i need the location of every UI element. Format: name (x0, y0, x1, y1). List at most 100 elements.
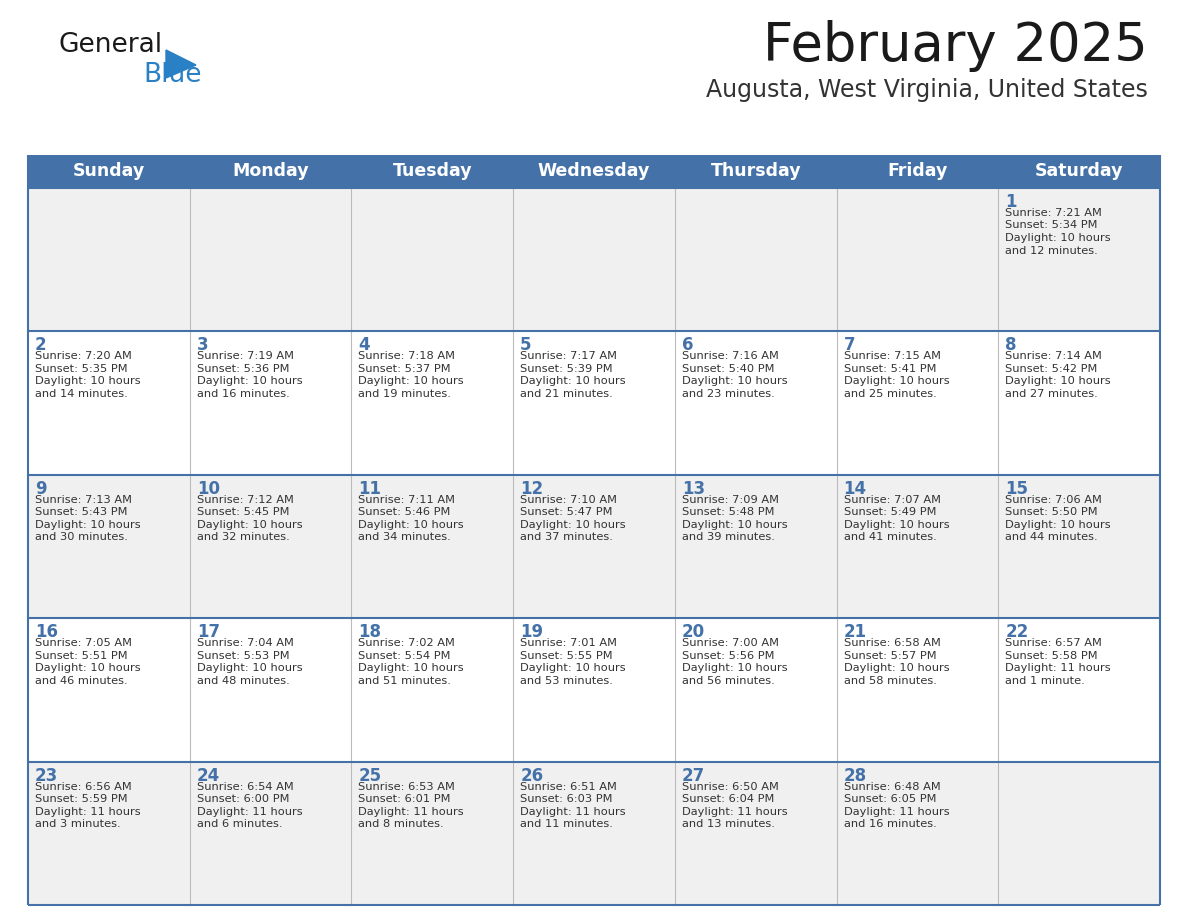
Text: Sunrise: 6:57 AM: Sunrise: 6:57 AM (1005, 638, 1102, 648)
Text: Sunrise: 6:58 AM: Sunrise: 6:58 AM (843, 638, 941, 648)
Text: and 56 minutes.: and 56 minutes. (682, 676, 775, 686)
Text: and 3 minutes.: and 3 minutes. (34, 819, 121, 829)
Text: Sunrise: 7:19 AM: Sunrise: 7:19 AM (197, 352, 293, 362)
Text: 23: 23 (34, 767, 58, 785)
Text: Daylight: 11 hours: Daylight: 11 hours (359, 807, 465, 817)
Text: Sunset: 5:35 PM: Sunset: 5:35 PM (34, 364, 127, 374)
Text: 2: 2 (34, 336, 46, 354)
Text: Sunset: 5:40 PM: Sunset: 5:40 PM (682, 364, 775, 374)
Text: Daylight: 10 hours: Daylight: 10 hours (1005, 376, 1111, 386)
Text: Daylight: 10 hours: Daylight: 10 hours (34, 663, 140, 673)
Text: 6: 6 (682, 336, 694, 354)
Text: Sunrise: 6:51 AM: Sunrise: 6:51 AM (520, 781, 617, 791)
Text: and 1 minute.: and 1 minute. (1005, 676, 1085, 686)
Text: Sunset: 5:49 PM: Sunset: 5:49 PM (843, 508, 936, 518)
Text: Daylight: 10 hours: Daylight: 10 hours (34, 520, 140, 530)
Text: and 39 minutes.: and 39 minutes. (682, 532, 775, 543)
Text: 25: 25 (359, 767, 381, 785)
Text: Daylight: 10 hours: Daylight: 10 hours (359, 663, 465, 673)
Text: and 32 minutes.: and 32 minutes. (197, 532, 290, 543)
Text: 12: 12 (520, 480, 543, 498)
Text: Daylight: 10 hours: Daylight: 10 hours (682, 376, 788, 386)
Text: Sunrise: 7:11 AM: Sunrise: 7:11 AM (359, 495, 455, 505)
Text: 5: 5 (520, 336, 532, 354)
Text: Augusta, West Virginia, United States: Augusta, West Virginia, United States (706, 78, 1148, 102)
Text: and 37 minutes.: and 37 minutes. (520, 532, 613, 543)
Text: Sunset: 5:41 PM: Sunset: 5:41 PM (843, 364, 936, 374)
Text: and 11 minutes.: and 11 minutes. (520, 819, 613, 829)
Text: 18: 18 (359, 623, 381, 641)
Text: and 30 minutes.: and 30 minutes. (34, 532, 128, 543)
Text: and 44 minutes.: and 44 minutes. (1005, 532, 1098, 543)
Text: Daylight: 10 hours: Daylight: 10 hours (843, 376, 949, 386)
Text: Sunset: 5:58 PM: Sunset: 5:58 PM (1005, 651, 1098, 661)
Text: 11: 11 (359, 480, 381, 498)
Text: Blue: Blue (143, 62, 202, 88)
Text: and 25 minutes.: and 25 minutes. (843, 389, 936, 399)
Text: 14: 14 (843, 480, 867, 498)
Text: Sunset: 5:37 PM: Sunset: 5:37 PM (359, 364, 451, 374)
Text: Sunrise: 7:15 AM: Sunrise: 7:15 AM (843, 352, 941, 362)
Text: Sunset: 5:36 PM: Sunset: 5:36 PM (197, 364, 289, 374)
Text: Sunset: 5:50 PM: Sunset: 5:50 PM (1005, 508, 1098, 518)
Text: Sunrise: 6:53 AM: Sunrise: 6:53 AM (359, 781, 455, 791)
Text: Sunrise: 7:09 AM: Sunrise: 7:09 AM (682, 495, 779, 505)
Text: Sunrise: 7:06 AM: Sunrise: 7:06 AM (1005, 495, 1102, 505)
Text: General: General (58, 32, 162, 58)
Text: Wednesday: Wednesday (538, 162, 650, 181)
Text: Sunset: 5:57 PM: Sunset: 5:57 PM (843, 651, 936, 661)
Text: Sunset: 5:39 PM: Sunset: 5:39 PM (520, 364, 613, 374)
Text: and 19 minutes.: and 19 minutes. (359, 389, 451, 399)
Text: Sunset: 6:04 PM: Sunset: 6:04 PM (682, 794, 775, 804)
Text: 20: 20 (682, 623, 704, 641)
Text: Daylight: 10 hours: Daylight: 10 hours (359, 376, 465, 386)
Text: Sunset: 5:34 PM: Sunset: 5:34 PM (1005, 220, 1098, 230)
Text: Sunrise: 7:21 AM: Sunrise: 7:21 AM (1005, 208, 1102, 218)
Text: Sunset: 6:03 PM: Sunset: 6:03 PM (520, 794, 613, 804)
Text: 1: 1 (1005, 193, 1017, 211)
Bar (29, 188, 1159, 331)
Text: Sunrise: 6:50 AM: Sunrise: 6:50 AM (682, 781, 778, 791)
Text: Sunrise: 7:00 AM: Sunrise: 7:00 AM (682, 638, 779, 648)
Text: 19: 19 (520, 623, 543, 641)
Text: and 6 minutes.: and 6 minutes. (197, 819, 283, 829)
Text: 17: 17 (197, 623, 220, 641)
Text: 9: 9 (34, 480, 46, 498)
Text: Daylight: 10 hours: Daylight: 10 hours (520, 376, 626, 386)
Polygon shape (166, 50, 196, 78)
Text: Daylight: 10 hours: Daylight: 10 hours (843, 520, 949, 530)
Text: Sunrise: 7:05 AM: Sunrise: 7:05 AM (34, 638, 132, 648)
Text: Sunset: 5:43 PM: Sunset: 5:43 PM (34, 508, 127, 518)
Text: Sunrise: 6:48 AM: Sunrise: 6:48 AM (843, 781, 941, 791)
Text: 3: 3 (197, 336, 208, 354)
Text: and 14 minutes.: and 14 minutes. (34, 389, 128, 399)
Text: Sunrise: 7:18 AM: Sunrise: 7:18 AM (359, 352, 455, 362)
Text: and 46 minutes.: and 46 minutes. (34, 676, 127, 686)
Text: and 16 minutes.: and 16 minutes. (197, 389, 290, 399)
Text: and 21 minutes.: and 21 minutes. (520, 389, 613, 399)
Text: and 53 minutes.: and 53 minutes. (520, 676, 613, 686)
Text: Daylight: 11 hours: Daylight: 11 hours (197, 807, 302, 817)
Text: Daylight: 10 hours: Daylight: 10 hours (34, 376, 140, 386)
Text: and 41 minutes.: and 41 minutes. (843, 532, 936, 543)
Text: Sunset: 5:54 PM: Sunset: 5:54 PM (359, 651, 451, 661)
Text: Sunrise: 7:17 AM: Sunrise: 7:17 AM (520, 352, 617, 362)
Text: Sunset: 5:46 PM: Sunset: 5:46 PM (359, 508, 450, 518)
Text: Daylight: 11 hours: Daylight: 11 hours (843, 807, 949, 817)
Text: Sunrise: 7:07 AM: Sunrise: 7:07 AM (843, 495, 941, 505)
Text: Sunset: 5:48 PM: Sunset: 5:48 PM (682, 508, 775, 518)
Text: 15: 15 (1005, 480, 1029, 498)
Text: 26: 26 (520, 767, 543, 785)
Text: 8: 8 (1005, 336, 1017, 354)
Text: Sunrise: 7:02 AM: Sunrise: 7:02 AM (359, 638, 455, 648)
Bar (29, 475, 1159, 618)
Bar (29, 762, 1159, 905)
Text: and 27 minutes.: and 27 minutes. (1005, 389, 1098, 399)
Text: Sunday: Sunday (72, 162, 145, 181)
Text: Friday: Friday (887, 162, 948, 181)
Text: Daylight: 10 hours: Daylight: 10 hours (1005, 520, 1111, 530)
Bar (29, 618, 1159, 762)
Text: Daylight: 10 hours: Daylight: 10 hours (682, 520, 788, 530)
Text: Sunset: 6:00 PM: Sunset: 6:00 PM (197, 794, 289, 804)
Text: Sunset: 5:51 PM: Sunset: 5:51 PM (34, 651, 127, 661)
